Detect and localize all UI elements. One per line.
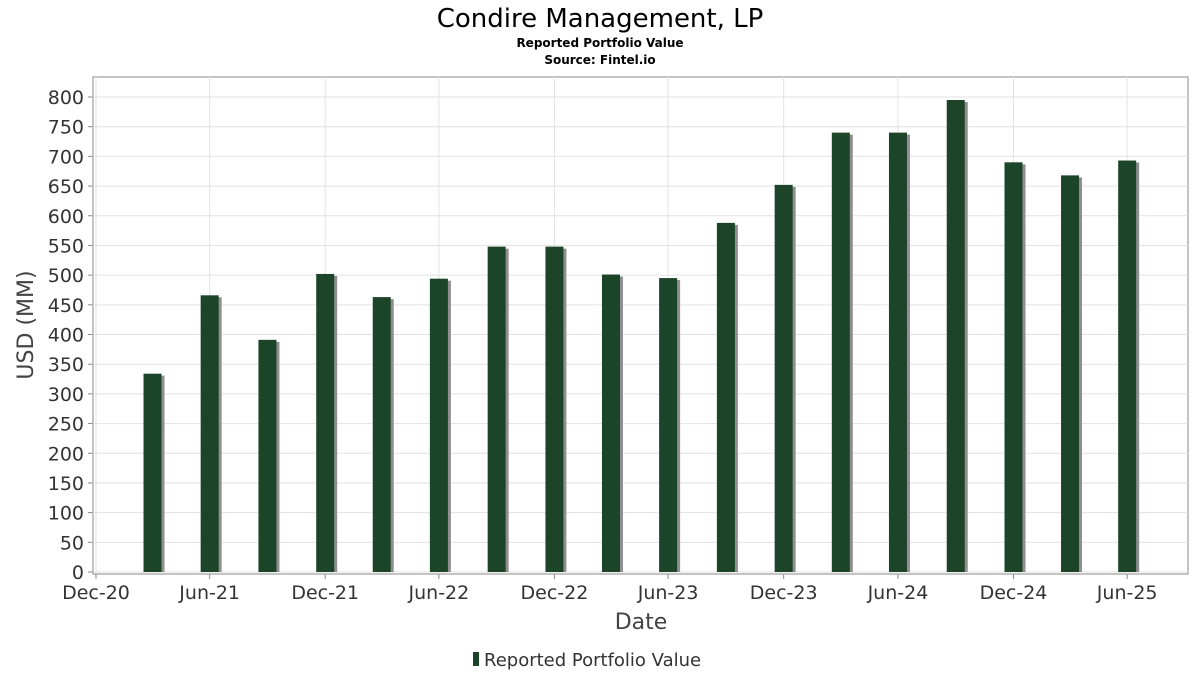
x-axis-label: Date — [615, 610, 668, 635]
x-tick-label: Dec-21 — [291, 582, 359, 604]
x-axis-ticks: Dec-20 Jun-21 Dec-21 Jun-22 Dec-22 Jun-23 Dec-… — [62, 574, 1158, 604]
y-tick-label: 250 — [48, 414, 84, 436]
x-tick-label: Jun-23 — [637, 582, 699, 604]
bar: 2023-09-30: 588 — [716, 222, 735, 572]
chart-source: Source: Fintel.io — [544, 53, 655, 67]
x-tick-label: Dec-24 — [980, 582, 1048, 604]
bar: 2024-03-31: 740 — [831, 132, 850, 572]
bar: 2022-12-31: 548 — [545, 246, 564, 572]
bar: 2023-06-30: 495 — [659, 278, 678, 572]
y-tick-label: 600 — [48, 206, 84, 228]
y-tick-label: 800 — [48, 87, 84, 109]
legend: Reported Portfolio Value — [473, 650, 701, 671]
chart-title: Condire Management, LP — [437, 4, 764, 34]
y-tick-label: 550 — [48, 235, 84, 257]
x-tick-label: Dec-22 — [521, 582, 589, 604]
bar: 2021-12-31: 502 — [316, 273, 335, 572]
bar: 2024-06-30: 740 — [888, 132, 907, 572]
y-tick-label: 300 — [48, 384, 84, 406]
bar: 2021-03-31: 334 — [143, 373, 162, 572]
bar: 2022-09-30: 548 — [487, 246, 506, 572]
y-tick-label: 400 — [48, 325, 84, 347]
bar: 2022-06-30: 494 — [429, 278, 448, 572]
y-tick-label: 200 — [48, 443, 84, 465]
y-tick-label: 750 — [48, 117, 84, 139]
x-tick-label: Jun-24 — [867, 582, 929, 604]
y-tick-label: 700 — [48, 146, 84, 168]
legend-label: Reported Portfolio Value — [484, 650, 701, 671]
x-tick-label: Jun-25 — [1096, 582, 1158, 604]
chart-subtitle: Reported Portfolio Value — [516, 36, 683, 50]
y-tick-label: 500 — [48, 265, 84, 287]
bar: 2023-03-31: 501 — [601, 274, 620, 572]
bar: 2021-06-30: 466 — [200, 295, 219, 572]
y-axis-ticks: 0 50 100 150 200 250 300 350 400 450 500 550 600 650 7… — [48, 87, 93, 584]
y-tick-label: 0 — [72, 562, 84, 584]
x-tick-label: Dec-23 — [750, 582, 818, 604]
x-tick-label: Jun-22 — [408, 582, 470, 604]
bar: 2024-12-31: 690 — [1004, 162, 1023, 572]
bar: 2025-03-31: 668 — [1061, 175, 1080, 572]
bar: 2025-06-30: 693 — [1118, 160, 1137, 572]
bars: 2021-03-31: 334 2021-06-30: 466 2021-09-30… — [143, 99, 1140, 572]
x-tick-label: Dec-20 — [62, 582, 130, 604]
x-tick-label: Jun-21 — [178, 582, 240, 604]
y-tick-label: 350 — [48, 354, 84, 376]
bar: 2024-09-30: 795 — [946, 99, 965, 572]
bar: 2022-03-31: 463 — [372, 297, 391, 572]
y-tick-label: 650 — [48, 176, 84, 198]
bar: 2021-09-30: 391 — [258, 339, 277, 572]
y-axis-label: USD (MM) — [14, 270, 39, 379]
bar: 2023-12-31: 652 — [774, 184, 793, 572]
y-tick-label: 50 — [60, 532, 84, 554]
y-tick-label: 450 — [48, 295, 84, 317]
y-tick-label: 150 — [48, 473, 84, 495]
y-tick-label: 100 — [48, 503, 84, 525]
legend-swatch — [473, 652, 479, 666]
